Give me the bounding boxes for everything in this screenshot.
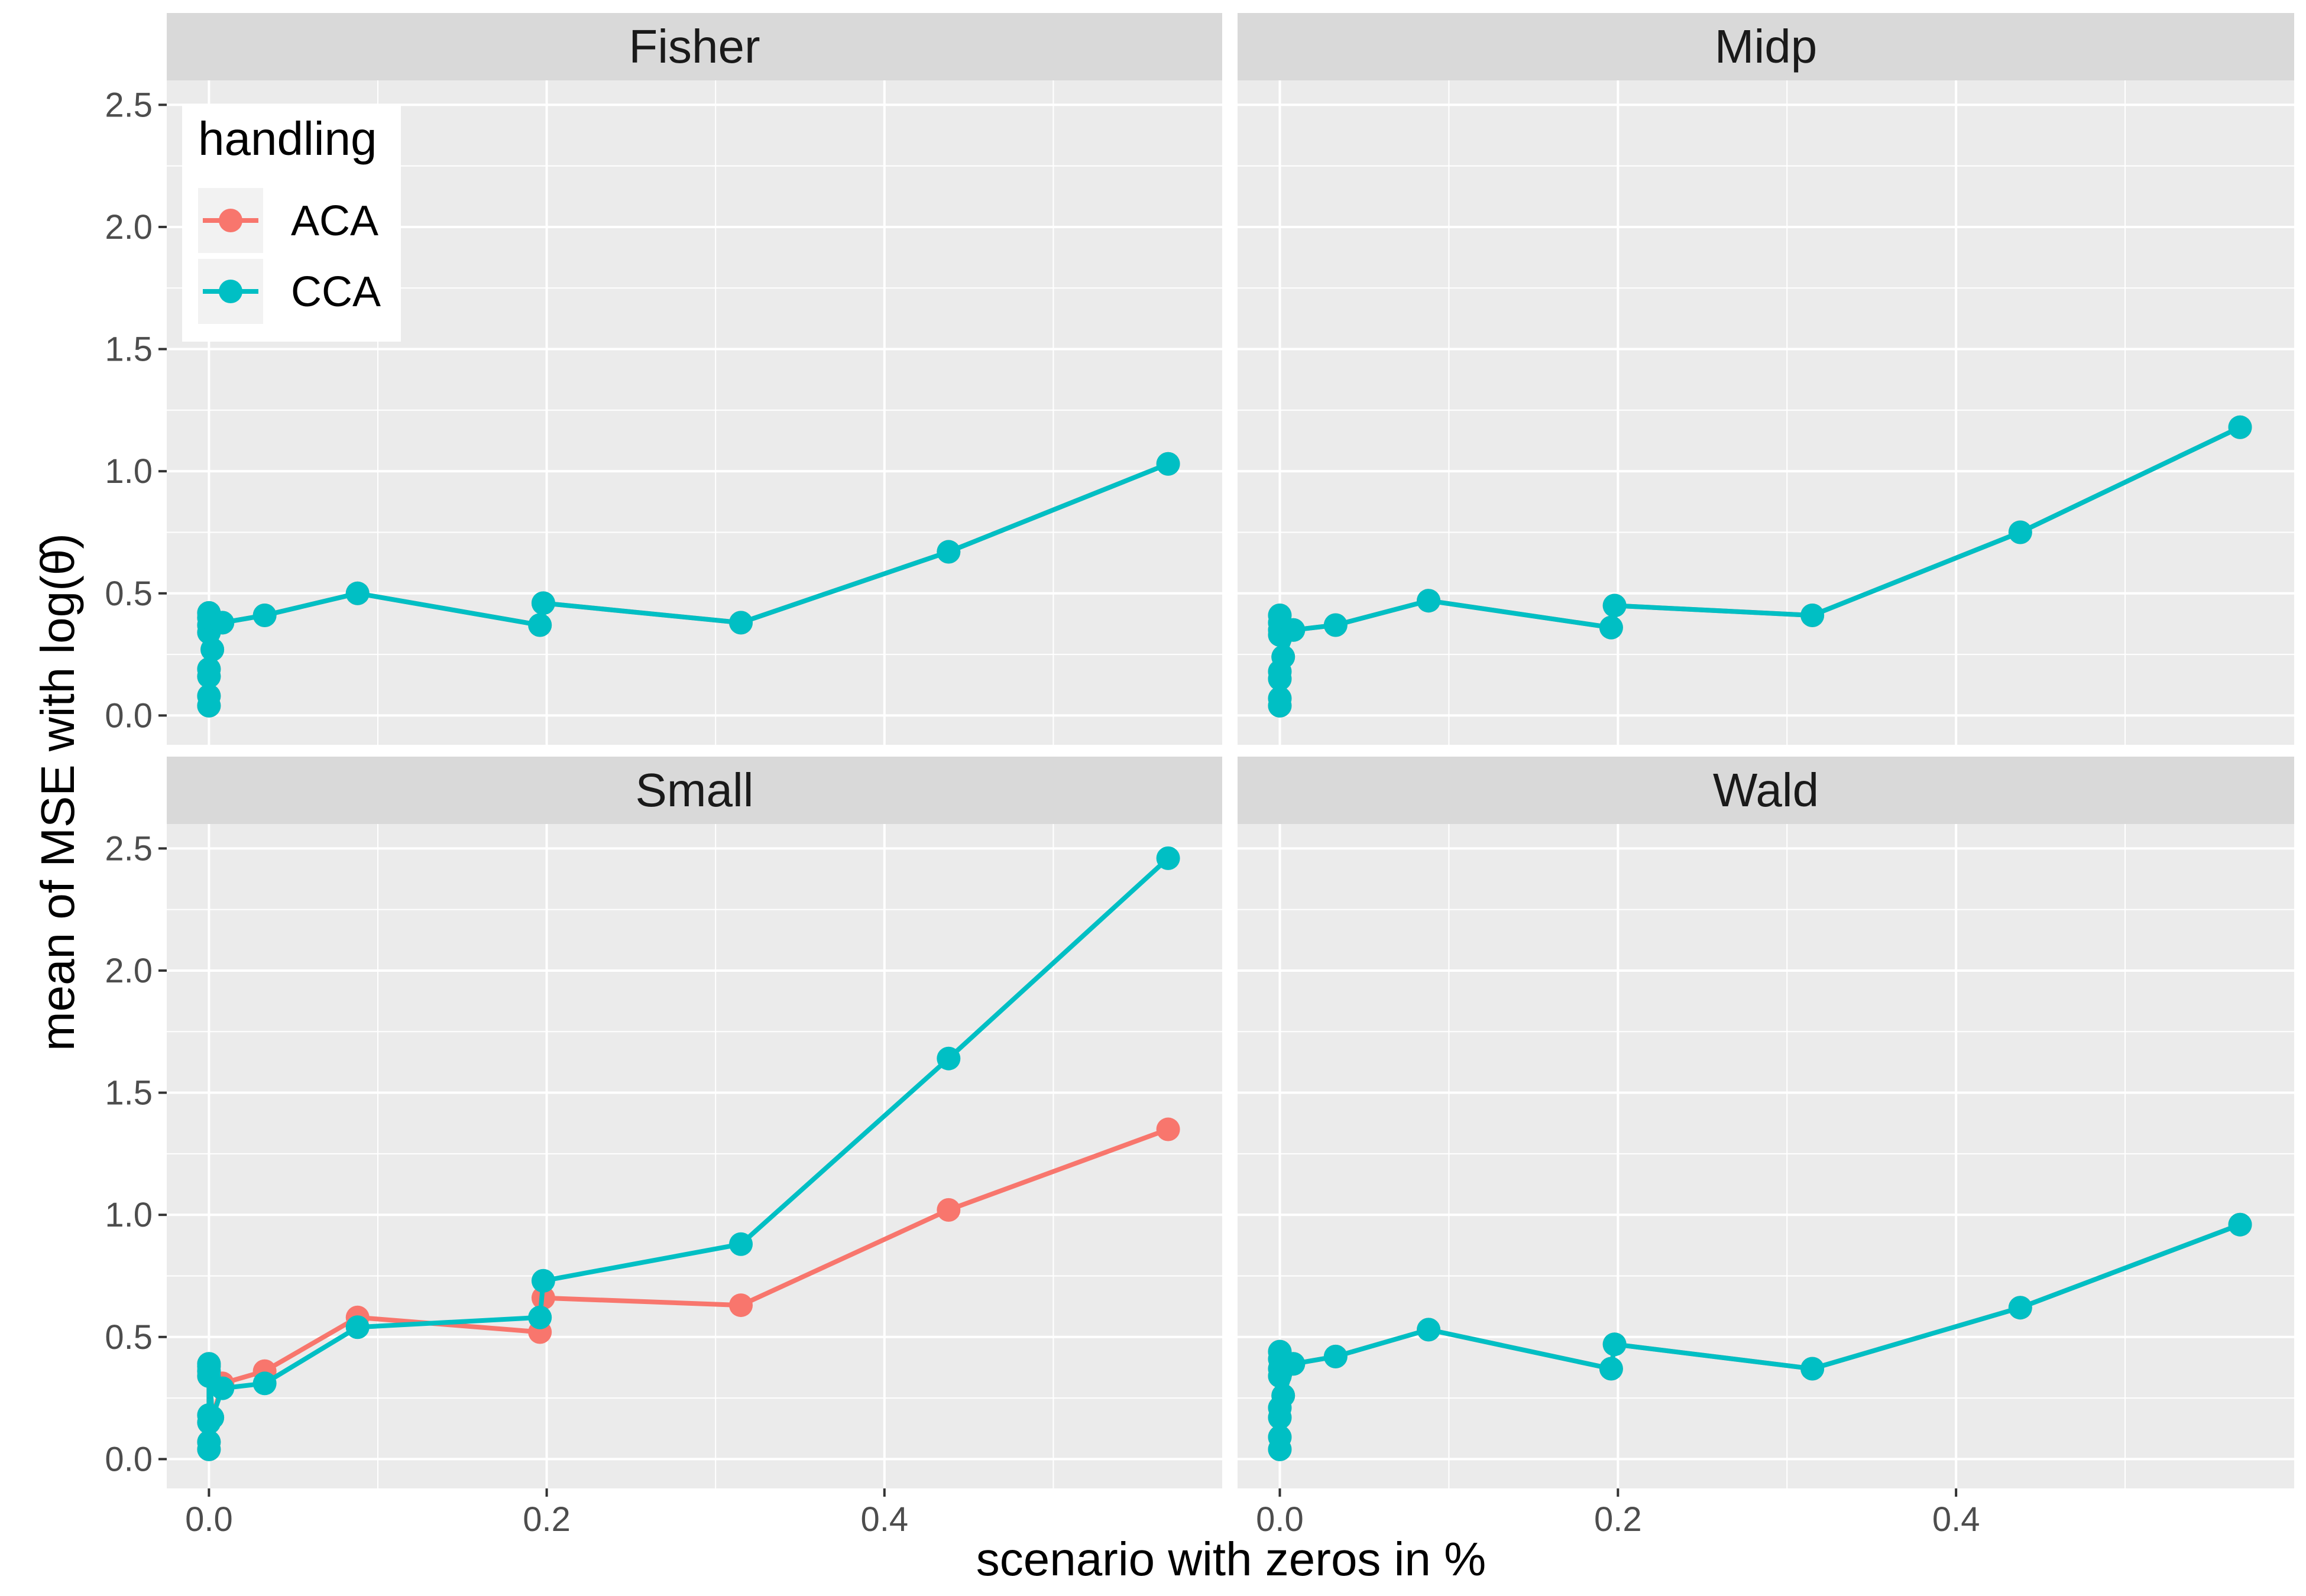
strip-title-midp: Midp (1715, 20, 1817, 73)
data-point (528, 613, 552, 637)
data-point (2008, 1296, 2032, 1320)
data-point (937, 1046, 961, 1071)
series-cca-wald (1268, 1212, 2252, 1461)
y-tick-label: 2.0 (105, 952, 153, 990)
series-cca-fisher (197, 452, 1180, 718)
data-point (1602, 593, 1627, 618)
x-tick-label: 0.0 (1256, 1500, 1304, 1539)
data-point (937, 1198, 961, 1222)
data-point (531, 591, 555, 615)
data-point (197, 1352, 221, 1376)
gridlines (167, 80, 1222, 745)
panel-background (167, 824, 1222, 1488)
strip-title-wald: Wald (1713, 764, 1819, 816)
y-tick-label: 0.0 (105, 696, 153, 735)
legend: handling ACA CCA (182, 105, 401, 342)
data-point (729, 1232, 753, 1256)
legend-cca-marker (219, 280, 242, 303)
x-tick-label: 0.2 (523, 1500, 571, 1539)
data-point (197, 657, 221, 681)
data-point (1800, 603, 1825, 627)
strip-background (1238, 757, 2294, 824)
data-point (1599, 615, 1623, 640)
data-point (729, 611, 753, 635)
series-cca-small (197, 846, 1180, 1461)
legend-key-cca (198, 259, 263, 324)
x-tick-label: 0.2 (1594, 1500, 1642, 1539)
legend-title: handling (198, 112, 377, 165)
data-point (200, 1406, 225, 1430)
data-point (1800, 1357, 1825, 1381)
legend-aca-marker (219, 209, 242, 232)
legend-key-aca (198, 188, 263, 253)
y-tick-label: 1.5 (105, 1074, 153, 1112)
y-axis-title: mean of MSE with log(θ̂) (31, 533, 84, 1051)
strip-background (1238, 13, 2294, 80)
data-point (197, 1430, 221, 1454)
data-point (531, 1269, 555, 1293)
data-point (2228, 1212, 2252, 1237)
strip-title-small: Small (635, 764, 753, 816)
panel-midp: Midp (1238, 13, 2294, 745)
data-point (1602, 1332, 1627, 1357)
data-point (252, 603, 277, 627)
strip-background (167, 13, 1222, 80)
y-tick-label: 2.5 (105, 86, 153, 124)
data-point (1156, 452, 1180, 476)
data-point (1417, 1318, 1441, 1342)
data-point (528, 1305, 552, 1329)
data-point (1323, 613, 1348, 637)
y-tick-label: 0.5 (105, 575, 153, 613)
y-tick-label: 1.0 (105, 1196, 153, 1234)
panel-background (1238, 80, 2294, 745)
data-point (1281, 618, 1306, 642)
data-point (345, 1315, 370, 1339)
strip-title-fisher: Fisher (629, 20, 760, 73)
y-tick-label: 2.5 (105, 829, 153, 868)
x-tick-label: 0.4 (1932, 1500, 1980, 1539)
data-point (345, 581, 370, 605)
data-point (1156, 846, 1180, 870)
panel-background (1238, 824, 2294, 1488)
panels: Fisher Midp Small Wald (167, 13, 2294, 1488)
data-point (1599, 1357, 1623, 1381)
y-tick-label: 0.0 (105, 1440, 153, 1478)
y-tick-label: 0.5 (105, 1318, 153, 1357)
data-point (937, 540, 961, 564)
x-tick-label: 0.0 (185, 1500, 233, 1539)
x-axis-title: scenario with zeros in % (976, 1533, 1486, 1585)
y-axis-ticks: 0.0 0.5 1.0 1.5 2.0 2.5 0.0 0.5 1.0 1.5 2.0 2.5 (105, 86, 167, 1478)
panel-small: Small (167, 757, 1222, 1488)
x-axis-ticks: 0.0 0.2 0.4 0.0 0.2 0.4 (185, 1488, 1980, 1539)
data-point (1417, 589, 1441, 613)
strip-background (167, 757, 1222, 824)
data-point (1156, 1117, 1180, 1141)
data-point (1268, 686, 1292, 711)
data-point (1271, 645, 1295, 669)
data-point (2228, 415, 2252, 439)
data-point (200, 637, 225, 661)
data-point (210, 1376, 235, 1400)
data-point (1271, 1383, 1295, 1407)
series-cca-midp (1268, 415, 2252, 718)
data-point (1268, 1425, 1292, 1449)
gridlines (1238, 80, 2294, 745)
legend-label-aca: ACA (291, 197, 378, 245)
data-point (210, 611, 235, 635)
panel-wald: Wald (1238, 757, 2294, 1488)
data-point (252, 1371, 277, 1396)
legend-label-cca: CCA (291, 268, 381, 316)
y-tick-label: 1.5 (105, 330, 153, 369)
y-tick-label: 1.0 (105, 452, 153, 491)
data-point (197, 684, 221, 708)
x-tick-label: 0.4 (860, 1500, 908, 1539)
y-tick-label: 2.0 (105, 208, 153, 246)
data-point (1323, 1344, 1348, 1368)
data-point (729, 1293, 753, 1318)
data-point (1281, 1352, 1306, 1376)
data-point (2008, 520, 2032, 544)
